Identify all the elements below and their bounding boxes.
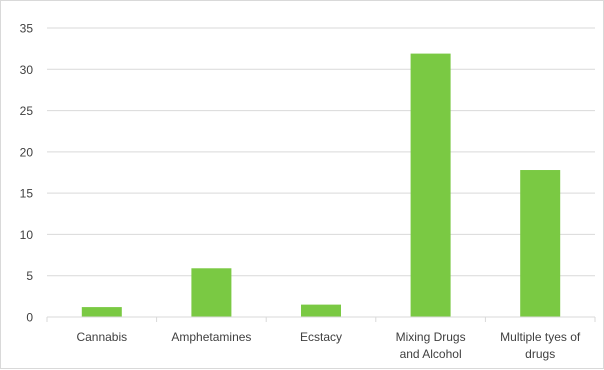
y-tick-label: 20 [20,145,34,159]
bar [520,170,561,317]
x-category-label: Cannabis [76,330,127,344]
bar [81,307,122,317]
x-category-label-line: and Alcohol [400,347,462,361]
x-category-label: Multiple tyes of drugs [500,330,581,361]
x-axis [46,316,596,322]
bar [191,268,232,317]
x-category-label-line: Amphetamines [171,330,251,344]
bar [301,304,341,317]
y-tick-label: 10 [20,228,34,242]
x-category-label-line: Ecstacy [300,330,342,344]
x-category-label-line: Cannabis [76,330,127,344]
x-category-label: Amphetamines [171,330,251,344]
gridlines [47,27,595,277]
bars [81,53,561,318]
y-tick-label: 30 [20,63,34,77]
x-category-label: Ecstacy [300,330,342,344]
bar [410,53,451,318]
y-tick-label: 15 [20,187,34,201]
y-tick-label: 5 [26,269,33,283]
x-category-label-line: Multiple tyes of [500,330,581,344]
y-tick-label: 35 [20,22,34,36]
y-tick-label: 0 [26,311,33,325]
y-axis-ticks: 0 5 10 15 20 25 30 35 [20,22,34,325]
x-category-label-line: Mixing Drugs [396,330,466,344]
y-tick-label: 25 [20,104,34,118]
x-category-label-line: drugs [525,347,555,361]
x-axis-labels: Cannabis Amphetamines Ecstacy Mixing Drugs a… [76,330,580,361]
x-category-label: Mixing Drugs and Alcohol [396,330,466,361]
